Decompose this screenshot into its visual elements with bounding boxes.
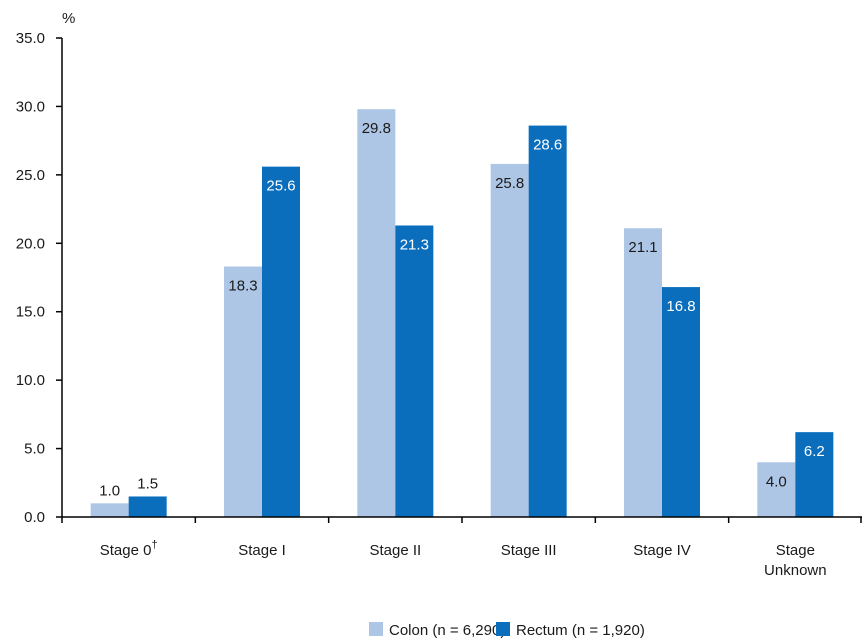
data-label-rectum-4: 16.8 [666,298,695,315]
bar-colon-0 [90,503,129,517]
y-tick-label: 0.0 [24,509,45,526]
bar-rectum-2 [395,225,434,517]
bar-colon-3 [490,163,529,517]
y-tick-label: 30.0 [16,98,45,115]
data-label-colon-0: 1.0 [99,482,120,499]
category-label-0: Stage 0† [100,539,158,559]
data-label-colon-3: 25.8 [495,175,524,192]
data-label-rectum-0: 1.5 [137,475,158,492]
legend-label-rectum: Rectum (n = 1,920) [516,622,645,639]
category-label-4: Stage IV [633,542,691,559]
y-tick-label: 10.0 [16,372,45,389]
data-label-colon-1: 18.3 [228,278,257,295]
y-unit-label: % [62,10,75,27]
data-label-rectum-2: 21.3 [400,236,429,253]
data-label-colon-4: 21.1 [628,239,657,256]
category-label-1: Stage I [238,542,286,559]
bar-rectum-5 [795,432,834,517]
legend: Colon (n = 6,290) Rectum (n = 1,920) [369,622,645,639]
bar-rectum-0 [128,496,167,517]
y-tick-label: 20.0 [16,235,45,252]
bar-rectum-1 [262,166,300,517]
data-label-rectum-5: 6.2 [804,443,825,460]
bar-colon-4 [624,228,662,517]
bar-rectum-3 [528,125,567,518]
y-tick-label: 5.0 [24,441,45,458]
bar-colon-5 [757,462,796,517]
data-label-rectum-3: 28.6 [533,137,562,154]
y-tick-label: 15.0 [16,304,45,321]
category-label-3: Stage III [501,542,557,559]
category-label-5: Stage Unknown [764,542,827,579]
y-tick-label: 25.0 [16,167,45,184]
data-label-colon-2: 29.8 [362,120,391,137]
bar-colon-2 [357,109,396,517]
y-tick-label: 35.0 [16,30,45,47]
plot-area: 1.0 18.3 29.8 25.8 21.1 4.0 1.5 25.6 21.3 28.6 16.… [16,30,862,579]
bar-colon-1 [224,266,262,517]
legend-swatch-rectum [496,622,510,636]
legend-label-colon: Colon (n = 6,290) [389,622,505,639]
data-label-rectum-1: 25.6 [266,178,295,195]
bar-rectum-4 [662,287,700,517]
data-label-colon-5: 4.0 [766,473,787,490]
legend-swatch-colon [369,622,383,636]
category-label-2: Stage II [369,542,421,559]
